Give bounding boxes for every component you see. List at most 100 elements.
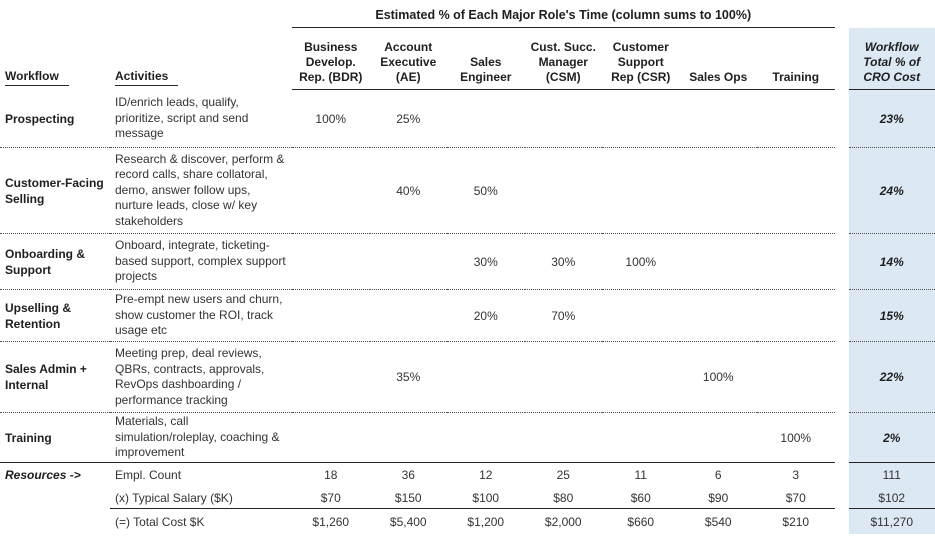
workflow-label: Prospecting [5, 111, 75, 126]
resource-value-cell-training: 3 [792, 468, 800, 482]
workflow-label-cell: Sales Admin + Internal [0, 342, 110, 413]
workflow-total-cell: 22% [848, 342, 935, 413]
activities-text: Research & discover, perform & record ca… [115, 151, 285, 228]
resources-label-cell [0, 509, 110, 534]
resource-total-cell: 111 [848, 463, 935, 487]
column-gap [835, 0, 849, 28]
column-gap [835, 509, 849, 534]
role-value-cell-sales-engineer: 20% [447, 290, 525, 342]
workflow-total-cell: 23% [848, 90, 935, 148]
resource-value-cell-csm: $2,000 [544, 514, 582, 529]
workflow-total-cell: 15% [848, 290, 935, 342]
activities-text: Pre-empt new users and churn, show custo… [115, 292, 283, 338]
role-header-csr: Customer Support Rep (CSR) [602, 28, 680, 90]
resource-value-cell-ae: $150 [369, 487, 447, 509]
activities-cell: Research & discover, perform & record ca… [110, 148, 292, 234]
role-header-bdr: Business Develop. Rep. (BDR) [292, 28, 370, 90]
activities-cell: Onboard, integrate, ticketing-based supp… [110, 234, 292, 290]
role-value-cell-csr [602, 342, 680, 413]
resources-row: (=) Total Cost $K $1,260 $5,400 $1,200 $… [0, 509, 935, 534]
role-header-label: Sales Ops [689, 70, 748, 84]
role-value-cell-csr [602, 148, 680, 234]
role-header-label: Sales Engineer [460, 55, 512, 84]
workflow-header-label: Workflow [5, 69, 69, 86]
column-gap [835, 28, 849, 90]
role-value-cell-ae: 40% [369, 148, 447, 234]
resource-value-cell-csr: $60 [602, 487, 680, 509]
role-value-cell-bdr [292, 342, 370, 413]
workflow-total-header: Workflow Total % of CRO Cost [848, 28, 935, 90]
resource-metric-cell: (x) Typical Salary ($K) [110, 487, 292, 509]
column-header-row: Workflow Activities Business Develop. Re… [0, 28, 935, 90]
workflow-total-cell: 2% [848, 413, 935, 463]
workflow-label-cell: Onboarding & Support [0, 234, 110, 290]
role-value-cell-bdr [292, 290, 370, 342]
resource-value-cell-sales-ops: $90 [679, 487, 757, 509]
resources-row: Resources -> Empl. Count 18 36 12 25 11 … [0, 463, 935, 487]
role-header-sales-engineer: Sales Engineer [447, 28, 525, 90]
workflow-total-header-label: Workflow Total % of CRO Cost [863, 40, 921, 84]
role-value-cell-sales-engineer: 50% [447, 148, 525, 234]
workflow-row: Onboarding & Support Onboard, integrate,… [0, 234, 935, 290]
role-value-cell-sales-ops [679, 90, 757, 148]
workflow-row: Prospecting ID/enrich leads, qualify, pr… [0, 90, 935, 148]
role-value-cell-sales-ops: 100% [679, 342, 757, 413]
column-gap [835, 413, 849, 463]
resources-label-cell: Resources -> [0, 463, 110, 487]
resources-rows: Resources -> Empl. Count 18 36 12 25 11 … [0, 463, 935, 534]
title-band: Estimated % of Each Major Role's Time (c… [0, 0, 935, 28]
resource-value-cell-bdr: $1,260 [312, 514, 350, 529]
role-header-label: Cust. Succ. Manager (CSM) [530, 40, 596, 84]
activities-text: Materials, call simulation/roleplay, coa… [115, 414, 280, 460]
workflow-label: Customer-Facing Selling [5, 175, 104, 206]
role-value-cell-csm [524, 413, 602, 463]
role-value-cell-ae: 25% [369, 90, 447, 148]
workflow-row: Upselling & Retention Pre-empt new users… [0, 290, 935, 342]
activities-cell: Meeting prep, deal reviews, QBRs, contra… [110, 342, 292, 413]
role-header-label: Business Develop. Rep. (BDR) [299, 40, 363, 84]
resource-value-cell-sales-ops: 6 [714, 468, 722, 482]
role-value-cell-training [757, 290, 835, 342]
column-gap [835, 290, 849, 342]
resource-value-cell-sales-engineer: $1,200 [467, 514, 505, 529]
role-header-label: Customer Support Rep (CSR) [611, 40, 671, 84]
workflow-label: Training [5, 430, 52, 445]
role-value-cell-training [757, 90, 835, 148]
role-value-cell-ae: 35% [369, 342, 447, 413]
workflow-label: Upselling & Retention [5, 300, 72, 331]
role-header-sales-ops: Sales Ops [679, 28, 757, 90]
role-value-cell-sales-ops [679, 148, 757, 234]
resource-value-cell-training: $210 [782, 514, 810, 529]
title-right-spacer [849, 0, 935, 28]
activities-cell: ID/enrich leads, qualify, prioritize, sc… [110, 90, 292, 148]
resource-metric-label: Empl. Count [115, 468, 182, 482]
activities-cell: Materials, call simulation/roleplay, coa… [110, 413, 292, 463]
role-value-cell-csm: 70% [524, 290, 602, 342]
column-gap [835, 234, 849, 290]
column-gap [835, 148, 849, 234]
workflow-total-cell: 24% [848, 148, 935, 234]
resource-value-cell-sales-engineer: 12 [479, 468, 493, 482]
role-value-cell-csr [602, 413, 680, 463]
role-value-cell-training [757, 234, 835, 290]
role-value-cell-ae [369, 413, 447, 463]
column-gap [835, 463, 849, 487]
activities-text: ID/enrich leads, qualify, prioritize, sc… [115, 95, 249, 141]
role-header-label: Training [772, 70, 820, 84]
workflow-column-header: Workflow [0, 28, 110, 90]
role-header-ae: Account Executive (AE) [369, 28, 447, 90]
role-header-training: Training [757, 28, 835, 90]
role-value-cell-bdr [292, 234, 370, 290]
role-value-cell-csm: 30% [524, 234, 602, 290]
role-value-cell-bdr [292, 148, 370, 234]
resource-value-cell-training: $70 [757, 487, 835, 509]
role-value-cell-sales-engineer [447, 342, 525, 413]
column-gap [835, 342, 849, 413]
title-left-spacer [0, 0, 292, 28]
role-value-cell-training [757, 342, 835, 413]
role-value-cell-sales-engineer [447, 90, 525, 148]
role-value-cell-csr: 100% [602, 234, 680, 290]
resource-value-cell-csr: $660 [627, 514, 655, 529]
resource-value-cell-bdr: $70 [292, 487, 370, 509]
